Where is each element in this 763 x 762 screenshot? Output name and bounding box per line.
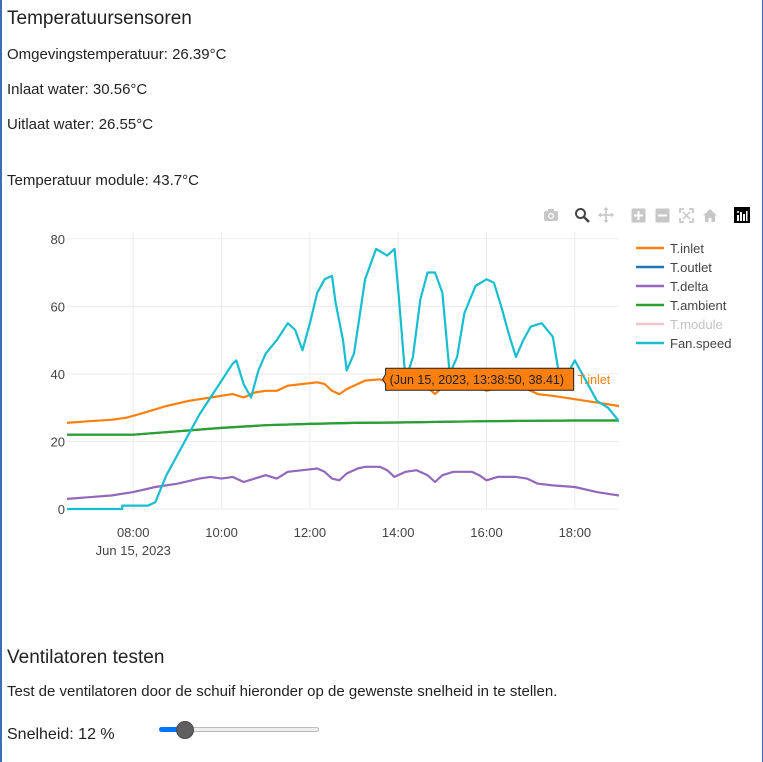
legend-label: Fan.speed [670,336,731,351]
autoscale-icon[interactable] [677,206,695,224]
temperature-chart: 0 20 40 60 80 08:00 Jun 15, 2023 10:00 12:00 14:… [51,232,732,558]
hover-box [382,367,575,391]
legend-item-fan-speed[interactable]: Fan.speed [636,336,731,351]
y-tick-label: 20 [51,434,65,449]
zoom-in-icon[interactable] [629,206,647,224]
chart-legend: T.inlet T.outlet T.delta T.ambient T.module F… [636,241,731,351]
zoom-out-icon[interactable] [653,206,671,224]
window-border-left [0,0,2,762]
series-line-fan-speed [67,247,619,511]
camera-icon[interactable] [542,206,560,224]
legend-item-t-delta[interactable]: T.delta [636,279,709,294]
slider-fill [159,727,186,732]
module-temperature-text: Temperatuur module: 43.7°C [7,172,199,189]
fan-speed-slider[interactable] [157,720,321,740]
hover-value-text: (Jun 15, 2023, 13:38:50, 38.41) [390,373,564,387]
legend-label: T.ambient [670,298,727,313]
inlet-temperature-text: Inlaat water: 30.56°C [7,81,148,98]
plotly-logo-icon[interactable] [734,207,750,223]
x-tick-label: 10:00 [205,525,238,540]
outlet-temperature-text: Uitlaat water: 26.55°C [7,116,154,133]
x-tick-label: 12:00 [294,525,327,540]
x-axis-ticks: 08:00 Jun 15, 2023 10:00 12:00 14:00 16:00 18:… [96,525,591,558]
x-tick-label: 08:00 [117,525,150,540]
fans-description: Test de ventilatoren door de schuif hier… [7,683,558,700]
x-tick-label: 18:00 [559,525,592,540]
legend-label: T.inlet [670,241,704,256]
y-tick-label: 60 [51,299,65,314]
x-tick-date-label: Jun 15, 2023 [96,543,171,558]
sensors-title: Temperatuursensoren [7,8,192,29]
legend-label: T.outlet [670,260,712,275]
hover-tooltip: (Jun 15, 2023, 13:38:50, 38.41) T.inlet [382,367,611,391]
x-tick-label: 16:00 [470,525,503,540]
series-line-t-ambient [67,419,619,436]
ambient-temperature-text: Omgevingstemperatuur: 26.39°C [7,46,227,63]
speed-label: Snelheid: 12 % [7,726,115,743]
legend-item-t-outlet[interactable]: T.outlet [636,260,712,275]
legend-item-t-inlet[interactable]: T.inlet [636,241,704,256]
hover-series-name: T.inlet [578,373,611,387]
legend-item-t-ambient[interactable]: T.ambient [636,298,727,313]
legend-label: T.module [670,317,723,332]
chart-modebar [540,206,755,226]
zoom-icon[interactable] [573,206,591,224]
x-tick-label: 14:00 [382,525,415,540]
series-line-t-delta [67,465,619,500]
y-tick-label: 80 [51,232,65,247]
y-tick-label: 40 [51,367,65,382]
slider-thumb[interactable] [176,721,195,739]
fans-title: Ventilatoren testen [7,647,165,668]
legend-item-t-module[interactable]: T.module [636,317,723,332]
legend-label: T.delta [670,279,709,294]
reset-axes-icon[interactable] [701,206,719,224]
y-tick-label: 0 [58,502,65,517]
pan-icon[interactable] [597,206,615,224]
y-axis-ticks: 0 20 40 60 80 [51,232,65,517]
